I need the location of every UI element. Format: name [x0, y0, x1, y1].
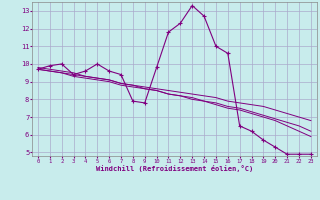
- X-axis label: Windchill (Refroidissement éolien,°C): Windchill (Refroidissement éolien,°C): [96, 165, 253, 172]
